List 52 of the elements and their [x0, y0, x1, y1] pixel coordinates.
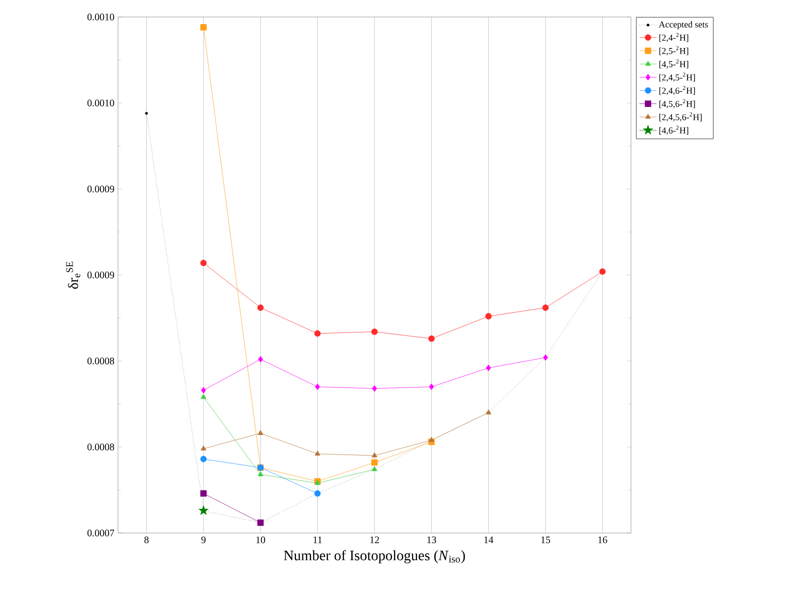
legend-label: [2,4-$^{2}$H] [659, 32, 688, 42]
point [314, 330, 321, 337]
y-tick-label: 0.0008 [87, 444, 114, 450]
legend-label: [2,5-$^{2}$H] [659, 46, 688, 56]
y-tick-label: 0.0010 [87, 14, 114, 20]
point [429, 384, 434, 390]
point [200, 490, 207, 497]
point [200, 456, 207, 462]
legend-label: [4,5-$^{2}$H] [659, 59, 688, 69]
point [145, 112, 148, 115]
legend-label: [2,4,5-$^{2}$H] [659, 72, 695, 82]
legend-label: [4,6-$^{2}$H] [659, 126, 688, 135]
point [371, 328, 378, 335]
point [314, 450, 320, 456]
x-tick-label: 13 [427, 536, 436, 544]
point [258, 430, 264, 435]
point [200, 260, 207, 266]
x-tick-label: 11 [314, 536, 322, 544]
y-tick-label: 0.0010 [87, 100, 114, 106]
x-tick-label: 9 [201, 536, 206, 544]
point [372, 452, 378, 458]
point [486, 364, 491, 372]
x-tick-label: 12 [370, 536, 379, 544]
point [371, 459, 378, 466]
x-tick-label: 15 [541, 536, 550, 544]
point [201, 387, 206, 394]
legend-label: [2,4,6-$^{2}$H] [659, 86, 695, 96]
point [200, 446, 206, 450]
x-axis-title: Number of Isotopologues (N$_{iso}$) [284, 550, 465, 564]
y-axis-title: δr$_{e}$SE [66, 262, 80, 289]
point [372, 385, 377, 392]
legend-label: [2,4,5,6-$^{2}$H] [659, 112, 702, 122]
x-tick-label: 14 [484, 536, 494, 544]
point [258, 356, 263, 362]
point [200, 24, 207, 31]
x-tick-label: 10 [256, 536, 266, 544]
y-tick-label: 0.0009 [87, 272, 114, 278]
point [542, 304, 549, 311]
y-tick-label: 0.0009 [87, 186, 114, 192]
point [258, 471, 264, 476]
x-tick-label: 16 [598, 536, 608, 544]
legend-label: Accepted sets [658, 21, 708, 30]
point [315, 384, 320, 390]
point [200, 394, 206, 399]
legend-label: [4,5,6-$^{2}$H] [659, 99, 695, 108]
x-tick-label: 8 [144, 536, 149, 544]
point [428, 335, 435, 342]
point [485, 313, 492, 320]
point [257, 304, 264, 311]
y-tick-label: 0.0007 [87, 530, 114, 536]
y-tick-label: 0.0008 [87, 358, 114, 364]
point [198, 505, 208, 515]
